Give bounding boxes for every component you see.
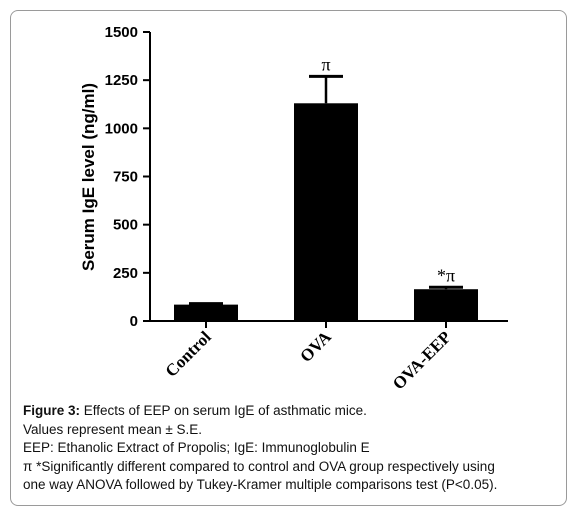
bar-ova [294, 103, 358, 321]
caption-title: Effects of EEP on serum IgE of asthmatic… [80, 403, 367, 418]
caption-line-4: π *Significantly different compared to c… [23, 458, 495, 474]
x-tick-label: OVA [296, 327, 335, 366]
y-tick-label: 1000 [105, 120, 138, 137]
caption-line-2: Values represent mean ± S.E. [23, 421, 203, 437]
y-axis-label: Serum IgE level (ng/ml) [79, 83, 98, 271]
y-tick-label: 1500 [105, 24, 138, 41]
figure-frame [10, 10, 567, 506]
x-tick-label: Control [162, 327, 215, 380]
y-tick-label: 250 [113, 265, 138, 282]
bar-control [174, 304, 238, 321]
y-tick-label: 500 [113, 217, 138, 234]
significance-label: *π [437, 265, 455, 285]
figure-label: Figure 3: [23, 403, 81, 418]
y-tick-label: 0 [130, 313, 138, 330]
bars: π *π [174, 54, 478, 321]
bar-ova-eep [414, 289, 478, 321]
y-tick-label: 1250 [105, 72, 138, 89]
caption-line-1: Figure 3: Effects of EEP on serum IgE of… [23, 402, 563, 421]
x-axis: Control OVA OVA-EEP [150, 320, 508, 393]
caption-line-5: one way ANOVA followed by Tukey-Kramer m… [23, 477, 498, 492]
x-tick-label: OVA-EEP [389, 327, 455, 393]
bar-chart: 0 250 500 750 1000 1250 1500 π *π Control OVA OVA… [79, 24, 508, 393]
caption-line-3: EEP: Ethanolic Extract of Propolis; IgE:… [23, 440, 370, 455]
significance-label: π [321, 54, 330, 74]
y-tick-label: 750 [113, 169, 138, 186]
figure-caption: Figure 3: Effects of EEP on serum IgE of… [23, 402, 563, 495]
y-axis: 0 250 500 750 1000 1250 1500 [105, 24, 151, 330]
